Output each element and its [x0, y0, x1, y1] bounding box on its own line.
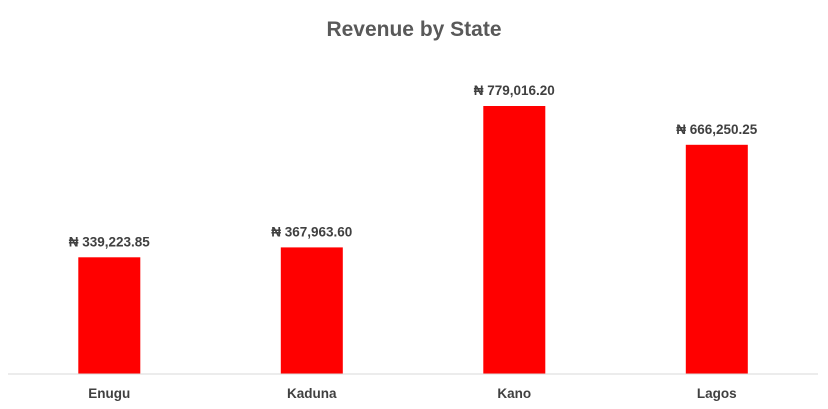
data-labels-layer: ₦ 339,223.85 ₦ 367,963.60 ₦ 779,016.20 ₦ 66… — [69, 83, 758, 249]
data-label-kano: ₦ 779,016.20 — [474, 83, 555, 98]
category-label-lagos: Lagos — [697, 386, 737, 401]
data-label-enugu: ₦ 339,223.85 — [69, 234, 151, 249]
category-label-enugu: Enugu — [88, 386, 130, 401]
data-label-lagos: ₦ 666,250.25 — [676, 122, 758, 137]
category-label-kaduna: Kaduna — [287, 386, 337, 401]
bar-kaduna — [280, 247, 343, 374]
bar-enugu — [78, 257, 141, 374]
category-label-kano: Kano — [497, 386, 531, 401]
chart-title: Revenue by State — [326, 18, 501, 41]
bars-layer — [78, 106, 748, 374]
category-labels-layer: Enugu Kaduna Kano Lagos — [88, 386, 736, 401]
bar-kano — [483, 106, 546, 374]
bar-lagos — [685, 144, 748, 374]
data-label-kaduna: ₦ 367,963.60 — [271, 224, 352, 239]
